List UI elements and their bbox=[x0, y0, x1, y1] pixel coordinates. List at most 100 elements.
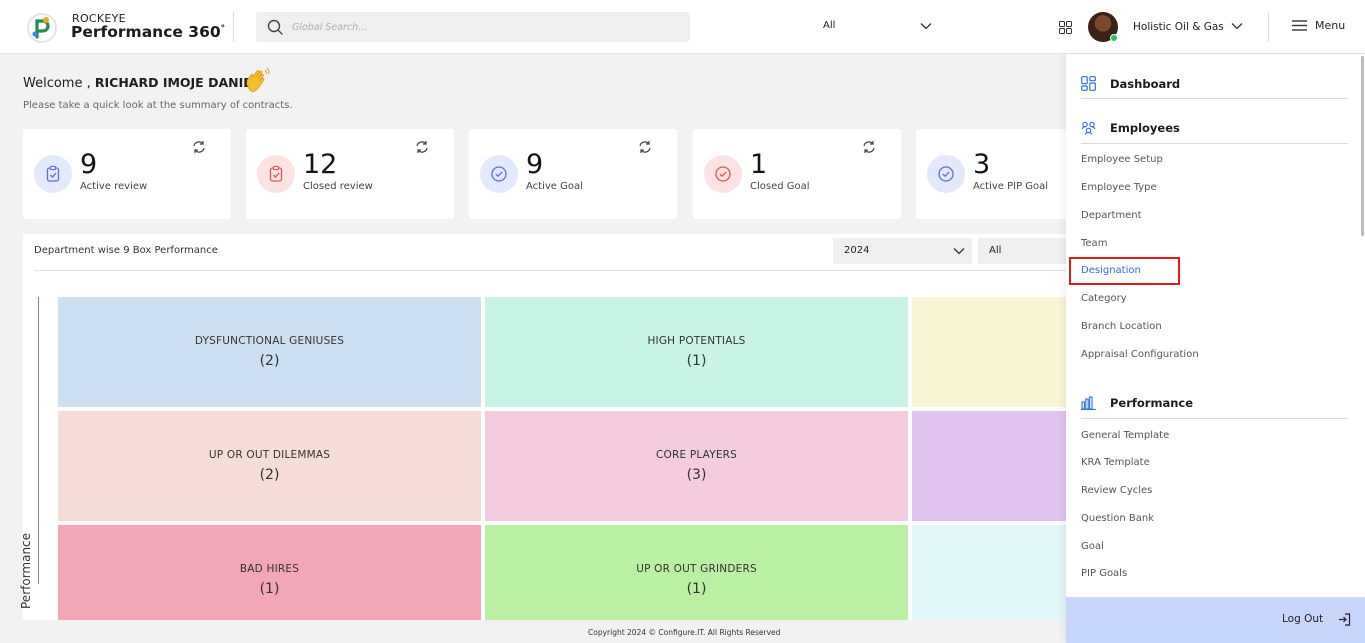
brand-name: Performance 360° bbox=[71, 23, 225, 41]
chevron-down-icon bbox=[953, 248, 965, 255]
stat-card-closed-review[interactable]: 12 Closed review bbox=[246, 129, 454, 219]
stat-value: 9 bbox=[526, 149, 544, 180]
menu-divider bbox=[1081, 143, 1348, 144]
stat-card-active-goal[interactable]: 9 Active Goal bbox=[469, 129, 677, 219]
menu-item-department[interactable]: Department bbox=[1081, 210, 1142, 221]
top-header: ROCKEYE Performance 360° All Holistic Oi… bbox=[0, 0, 1365, 54]
copyright-text: Copyright 2024 © Configure.IT. All Right… bbox=[588, 628, 781, 637]
hamburger-icon bbox=[1292, 20, 1307, 31]
search-scope-value: All bbox=[823, 20, 836, 31]
welcome-subtitle: Please take a quick look at the summary … bbox=[23, 100, 293, 111]
nine-box-panel: Department wise 9 Box Performance 2024 A… bbox=[19, 234, 1067, 635]
refresh-icon[interactable] bbox=[638, 140, 652, 154]
stat-label: Active PIP Goal bbox=[973, 181, 1049, 192]
menu-divider bbox=[1081, 98, 1348, 99]
logout-bar[interactable]: Log Out bbox=[1066, 597, 1365, 643]
menu-item-designation[interactable]: Designation bbox=[1081, 265, 1141, 276]
stat-card-active-pip-goal[interactable]: 3 Active PIP Goal bbox=[916, 129, 1066, 219]
box-count: (1) bbox=[686, 353, 707, 369]
stat-card-closed-goal[interactable]: 1 Closed Goal bbox=[693, 129, 901, 219]
menu-item-review-cycles[interactable]: Review Cycles bbox=[1081, 485, 1153, 496]
nine-box-cell[interactable]: UP OR OUT GRINDERS (1) bbox=[485, 525, 908, 635]
menu-item-goal[interactable]: Goal bbox=[1081, 541, 1104, 552]
header-divider bbox=[1268, 12, 1269, 42]
nine-box-cell[interactable]: UP OR OUT DILEMMAS (2) bbox=[58, 411, 481, 521]
stat-label: Closed Goal bbox=[750, 181, 810, 192]
header-divider bbox=[233, 12, 234, 42]
stat-value: 1 bbox=[750, 149, 768, 180]
footer: Copyright 2024 © Configure.IT. All Right… bbox=[0, 620, 1365, 643]
stat-card-active-review[interactable]: 9 Active review bbox=[23, 129, 231, 219]
menu-performance[interactable]: Performance bbox=[1081, 396, 1193, 410]
bar-chart-icon bbox=[1081, 396, 1096, 410]
nine-box-cell[interactable]: HIGH POTENTIALS (1) bbox=[485, 297, 908, 407]
menu-employees[interactable]: Employees bbox=[1081, 121, 1180, 135]
box-name: HIGH POTENTIALS bbox=[647, 335, 746, 347]
designation-highlight-box bbox=[1069, 257, 1180, 285]
box-count: (3) bbox=[686, 467, 707, 483]
year-select[interactable]: 2024 bbox=[833, 238, 972, 264]
box-name: BAD HIRES bbox=[239, 563, 300, 575]
dashboard-icon bbox=[1081, 76, 1096, 91]
brand-top-text: ROCKEYE bbox=[72, 12, 126, 25]
side-menu-panel: Dashboard Employees Employee Setup Emplo… bbox=[1066, 54, 1365, 643]
menu-item-appraisal-configuration[interactable]: Appraisal Configuration bbox=[1081, 349, 1199, 360]
online-status-dot bbox=[1110, 34, 1118, 42]
search-input[interactable] bbox=[292, 18, 542, 36]
refresh-icon[interactable] bbox=[415, 140, 429, 154]
menu-dashboard[interactable]: Dashboard bbox=[1081, 76, 1180, 91]
nine-box-cell[interactable] bbox=[912, 525, 1067, 635]
menu-item-general-template[interactable]: General Template bbox=[1081, 430, 1170, 441]
menu-item-category[interactable]: Category bbox=[1081, 293, 1127, 304]
check-circle-icon bbox=[704, 155, 742, 193]
menu-button[interactable]: Menu bbox=[1292, 19, 1345, 32]
user-name: RICHARD IMOJE DANIEL bbox=[94, 75, 260, 90]
nine-box-cell[interactable] bbox=[912, 411, 1067, 521]
employees-icon bbox=[1081, 121, 1096, 135]
check-circle-icon bbox=[927, 155, 965, 193]
box-name: DYSFUNCTIONAL GENIUSES bbox=[194, 335, 345, 347]
side-menu-scrollbar[interactable] bbox=[1361, 56, 1364, 236]
menu-item-question-bank[interactable]: Question Bank bbox=[1081, 513, 1155, 524]
company-name[interactable]: Holistic Oil & Gas bbox=[1133, 21, 1224, 33]
menu-item-team[interactable]: Team bbox=[1081, 238, 1108, 249]
menu-item-branch-location[interactable]: Branch Location bbox=[1081, 321, 1162, 332]
menu-performance-label: Performance bbox=[1110, 396, 1194, 410]
y-axis-label: Performance bbox=[19, 532, 33, 609]
stat-label: Active review bbox=[80, 181, 148, 192]
year-value: 2024 bbox=[844, 245, 870, 256]
box-count: (2) bbox=[259, 467, 280, 483]
stat-label: Active Goal bbox=[526, 181, 583, 192]
rockeye-logo-icon[interactable] bbox=[26, 12, 58, 44]
apps-grid-icon[interactable] bbox=[1059, 21, 1072, 34]
stat-label: Closed review bbox=[303, 181, 373, 192]
menu-item-employee-setup[interactable]: Employee Setup bbox=[1081, 154, 1163, 165]
nine-box-cell[interactable] bbox=[912, 297, 1067, 407]
y-axis-line bbox=[38, 297, 39, 584]
menu-item-kra-template[interactable]: KRA Template bbox=[1081, 457, 1150, 468]
brand-name-text: Performance 360 bbox=[71, 23, 221, 41]
welcome-prefix: Welcome , bbox=[23, 76, 95, 91]
nine-box-cell[interactable]: BAD HIRES (1) bbox=[58, 525, 481, 635]
waving-hand-icon bbox=[246, 67, 270, 93]
box-count: (1) bbox=[259, 581, 280, 597]
menu-dashboard-label: Dashboard bbox=[1110, 76, 1181, 91]
menu-employees-label: Employees bbox=[1110, 121, 1180, 135]
search-scope-select[interactable]: All bbox=[812, 15, 944, 39]
menu-item-pip-goals[interactable]: PIP Goals bbox=[1081, 568, 1128, 579]
panel-divider bbox=[34, 270, 1067, 271]
logout-icon bbox=[1339, 613, 1351, 626]
menu-item-employee-type[interactable]: Employee Type bbox=[1081, 182, 1157, 193]
menu-label: Menu bbox=[1315, 19, 1346, 32]
refresh-icon[interactable] bbox=[192, 140, 206, 154]
stat-value: 12 bbox=[303, 149, 338, 180]
department-select[interactable]: All bbox=[978, 238, 1067, 264]
chevron-down-icon[interactable] bbox=[1231, 22, 1243, 30]
global-search: All bbox=[256, 12, 944, 42]
refresh-icon[interactable] bbox=[862, 140, 876, 154]
box-name: UP OR OUT DILEMMAS bbox=[208, 449, 331, 461]
search-icon bbox=[267, 19, 283, 35]
box-name: UP OR OUT GRINDERS bbox=[636, 563, 757, 575]
nine-box-cell[interactable]: DYSFUNCTIONAL GENIUSES (2) bbox=[58, 297, 481, 407]
nine-box-cell[interactable]: CORE PLAYERS (3) bbox=[485, 411, 908, 521]
